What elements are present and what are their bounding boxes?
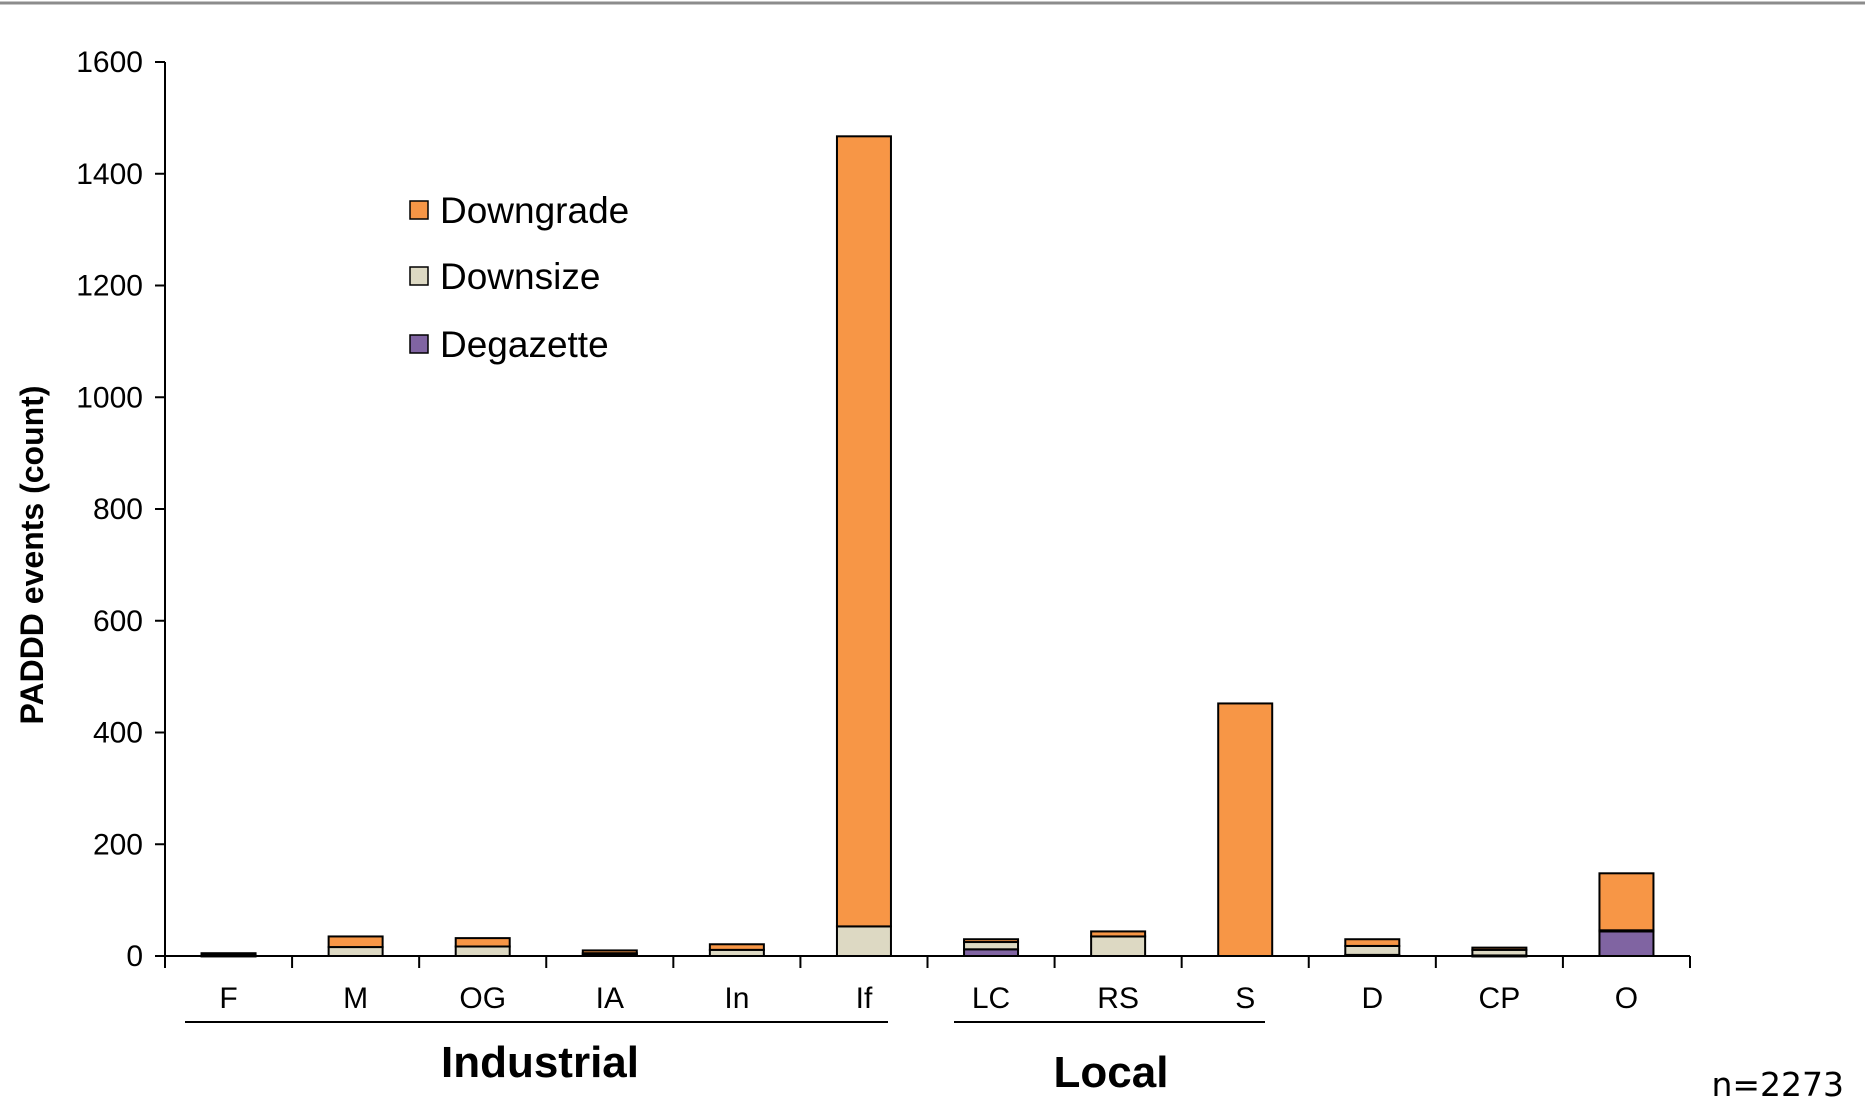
plot-area: 0 200 400 600 800 1000 1200 1400 1600 F M OG IA In If L… [76, 46, 1691, 1015]
legend-label-downsize: Downsize [440, 256, 600, 297]
bar-segment-downsize-lc [963, 941, 1020, 951]
x-tick-label: IA [596, 982, 624, 1015]
y-tick-label: 1600 [76, 46, 143, 79]
bar-segment-downgrade-o [1598, 872, 1655, 932]
group-label-industrial: Industrial [441, 1038, 639, 1087]
bar-segment-downsize-rs [1090, 935, 1147, 957]
bar-segment-downgrade-m [327, 935, 384, 949]
bar-segment-downsize-og [454, 945, 511, 957]
bar-segment-downgrade-s [1217, 702, 1274, 957]
x-tick-label: In [724, 982, 749, 1015]
bar-segment-downgrade-f [200, 952, 257, 956]
y-tick-label: 600 [93, 605, 143, 638]
bar-segment-downgrade-in [708, 943, 765, 951]
bar-segment-degazette-lc [963, 948, 1020, 957]
bar-segment-downgrade-ia [581, 949, 638, 955]
bar-segment-downsize-if [835, 925, 892, 957]
y-tick-label: 0 [126, 940, 143, 973]
bar-segment-degazette-o [1598, 930, 1655, 957]
x-tick-label: M [343, 982, 368, 1015]
x-tick-label: OG [459, 982, 506, 1015]
legend-swatch-downsize [409, 266, 429, 286]
x-tick-label: CP [1479, 982, 1521, 1015]
sample-size-note: n=2273 [1711, 1065, 1844, 1102]
category-groups: Industrial Local [185, 1021, 1265, 1097]
y-tick-label: 800 [93, 493, 143, 526]
bar-segment-downgrade-rs [1090, 930, 1147, 938]
x-tick-label: S [1235, 982, 1255, 1015]
x-tick-label: O [1615, 982, 1638, 1015]
bar-segment-downsize-d [1344, 944, 1401, 956]
legend-swatch-downgrade [409, 200, 429, 220]
bar-segment-downsize-m [327, 946, 384, 957]
bar-segment-downgrade-lc [963, 938, 1020, 944]
x-tick-label: D [1361, 982, 1383, 1015]
bar-segment-downgrade-og [454, 937, 511, 948]
bar-segment-downgrade-cp [1471, 946, 1528, 951]
group-label-local: Local [1054, 1048, 1169, 1097]
bar-segment-downgrade-d [1344, 938, 1401, 947]
y-tick-label: 200 [93, 828, 143, 861]
legend-label-degazette: Degazette [440, 324, 609, 365]
legend-swatch-degazette [409, 334, 429, 354]
bar-segment-downgrade-if [835, 135, 892, 928]
y-tick-label: 1000 [76, 381, 143, 414]
legend-label-downgrade: Downgrade [440, 190, 629, 231]
y-tick-label: 1200 [76, 270, 143, 303]
y-axis-label: PADDD events (count) [14, 386, 50, 725]
y-tick-label: 400 [93, 717, 143, 750]
x-tick-label: F [219, 982, 237, 1015]
y-tick-label: 1400 [76, 158, 143, 191]
x-tick-label: If [856, 982, 873, 1015]
x-tick-label: LC [972, 982, 1010, 1015]
legend: Downgrade Downsize Degazette [409, 190, 629, 365]
x-tick-label: RS [1097, 982, 1139, 1015]
